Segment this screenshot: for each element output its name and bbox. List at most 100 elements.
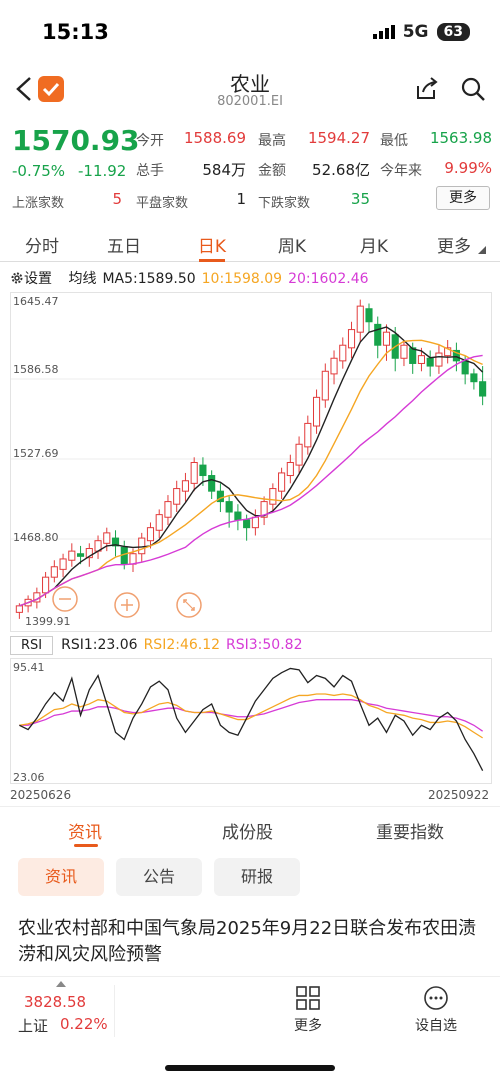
y-axis-label-2: 1586.58 — [13, 363, 59, 376]
status-bar: 15:13 5G 63 — [0, 0, 500, 66]
candle-body — [50, 566, 58, 578]
ma-label: 均线 — [68, 271, 97, 287]
content-tabs: 资讯 成份股 重要指数 — [0, 812, 500, 852]
add-watchlist-button[interactable]: 设自选 — [406, 985, 466, 1035]
ma-legend: 设置 均线 MA5:1589.50 10:1598.09 20:1602.46 — [10, 268, 375, 288]
volume-label: 总手 — [136, 163, 164, 179]
candle-body — [103, 532, 111, 544]
rsi-min-label: 23.06 — [13, 771, 45, 784]
up-count-label: 上涨家数 — [12, 196, 65, 211]
candle-body — [444, 347, 452, 357]
ytd-label: 今年来 — [380, 163, 422, 179]
flat-count-label: 平盘家数 — [136, 196, 189, 211]
zoom-in-icon[interactable] — [113, 591, 141, 619]
candle-body — [330, 357, 338, 375]
candle-body — [59, 558, 67, 570]
candle-body — [470, 373, 478, 383]
date-end-label: 20250922 — [428, 788, 490, 802]
y-axis-label-4: 1468.80 — [13, 531, 59, 544]
rsi-legend: RSI RSI1:23.06 RSI2:46.12 RSI3:50.82 — [10, 636, 302, 655]
tab-key-indices[interactable]: 重要指数 — [376, 823, 444, 843]
more-nav-button[interactable]: 更多 — [278, 985, 338, 1035]
tab-monthly-k[interactable]: 月K — [359, 237, 389, 257]
down-count-label: 下跌家数 — [258, 196, 311, 211]
candle-body — [365, 308, 373, 323]
rsi2-line — [19, 693, 483, 739]
ma10-value: 10:1598.09 — [201, 271, 283, 287]
candle-body — [68, 550, 76, 561]
tab-constituents[interactable]: 成份股 — [222, 823, 273, 843]
kline-svg — [11, 299, 491, 619]
tab-news[interactable]: 资讯 — [68, 823, 102, 843]
divider — [114, 985, 115, 1037]
candle-body — [138, 537, 146, 555]
settings-label: 设置 — [24, 271, 52, 287]
y-axis-label-min: 1399.91 — [25, 615, 71, 628]
candle-body — [251, 516, 259, 529]
ytd-value: 9.99% — [444, 159, 492, 177]
expand-up-icon[interactable] — [56, 981, 66, 987]
news-headline[interactable]: 农业农村部和中国气象局2025年9月22日联合发布农田渍涝和风灾风险预警 — [18, 918, 477, 965]
home-indicator — [165, 1065, 335, 1071]
open-label: 今开 — [136, 133, 164, 149]
quote-panel: 1570.93 -0.75% -11.92 今开 1588.69 最高 1594… — [0, 120, 500, 220]
rsi1-line — [19, 667, 484, 771]
tab-intraday[interactable]: 分时 — [25, 237, 59, 257]
zoom-out-icon[interactable] — [51, 585, 79, 613]
y-axis-label-top: 1645.47 — [13, 295, 59, 308]
chip-research[interactable]: 研报 — [214, 858, 300, 896]
share-icon[interactable] — [414, 76, 440, 102]
candle-body — [295, 443, 303, 466]
ma20-value: 20:1602.46 — [288, 271, 369, 287]
dots-circle-icon — [424, 986, 448, 1010]
grid-icon — [296, 986, 320, 1010]
fullscreen-icon[interactable] — [175, 591, 203, 619]
candle-body — [199, 464, 207, 477]
sh-index-value[interactable]: 3828.58 — [24, 993, 87, 1011]
rsi-svg — [19, 667, 484, 771]
bottom-bar: 3828.58 上证 0.22% 更多 设自选 — [0, 976, 500, 1082]
high-label: 最高 — [258, 133, 286, 149]
tab-five-day[interactable]: 五日 — [107, 237, 141, 257]
candle-body — [146, 527, 155, 542]
kline-chart[interactable]: 1645.47 1586.58 1527.69 1468.80 1399.91 — [10, 292, 492, 632]
status-time: 15:13 — [42, 20, 109, 44]
sh-index-change: 0.22% — [60, 1015, 108, 1033]
candle-body — [382, 331, 391, 346]
search-icon[interactable] — [460, 76, 486, 102]
candle-body — [356, 305, 364, 333]
tab-daily-k[interactable]: 日K — [197, 237, 227, 257]
candle-body — [269, 488, 277, 505]
index-code: 802001.EI — [217, 94, 283, 109]
tab-weekly-k[interactable]: 周K — [277, 237, 307, 257]
candle-body — [409, 347, 417, 364]
rsi-indicator-button[interactable]: RSI — [10, 636, 54, 655]
chip-news[interactable]: 资讯 — [18, 858, 104, 896]
chip-announcements[interactable]: 公告 — [116, 858, 202, 896]
candle-body — [234, 511, 242, 521]
candle-body — [339, 344, 347, 362]
candle-body — [190, 462, 198, 484]
candle-body — [479, 381, 487, 397]
low-label: 最低 — [380, 133, 408, 149]
back-icon[interactable] — [12, 74, 36, 104]
rsi-chart[interactable]: 95.41 23.06 — [10, 658, 492, 784]
settings-button[interactable]: 设置 — [10, 271, 62, 287]
candle-body — [435, 352, 443, 367]
rsi-max-label: 95.41 — [13, 661, 45, 674]
y-axis-label-3: 1527.69 — [13, 447, 59, 460]
period-tabs: 分时 五日 日K 周K 月K 更多 — [0, 228, 500, 262]
candle-body — [173, 488, 181, 505]
volume-value: 584万 — [202, 161, 246, 179]
candle-body — [278, 472, 286, 492]
candle-body — [400, 344, 408, 359]
up-count: 5 — [112, 190, 122, 208]
open-value: 1588.69 — [183, 129, 246, 147]
candle-body — [260, 501, 268, 518]
tab-more[interactable]: 更多 — [437, 237, 471, 257]
candle-body — [85, 548, 93, 559]
add-watchlist-label: 设自选 — [415, 1018, 457, 1034]
nav-bar: 农业 802001.EI — [0, 66, 500, 118]
candle-body — [155, 514, 163, 531]
more-button[interactable]: 更多 — [436, 186, 490, 210]
